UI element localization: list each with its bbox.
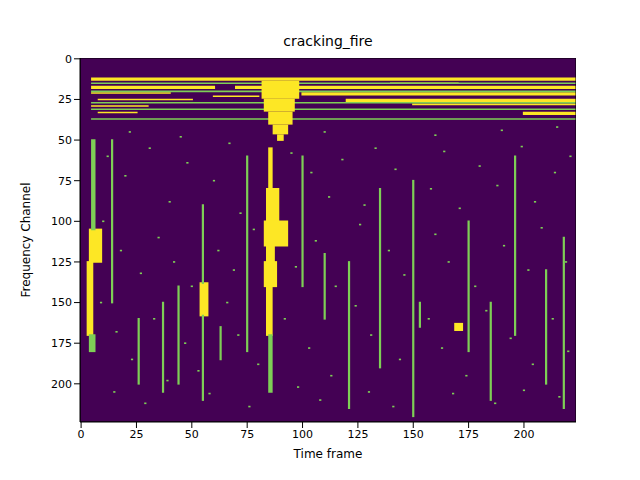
svg-text:125: 125 [347,428,368,441]
svg-text:150: 150 [51,296,72,309]
svg-text:50: 50 [58,134,72,147]
svg-text:200: 200 [513,428,534,441]
svg-text:75: 75 [240,428,254,441]
svg-text:Time frame: Time frame [293,447,363,461]
svg-text:100: 100 [51,215,72,228]
svg-text:150: 150 [403,428,424,441]
svg-text:100: 100 [292,428,313,441]
svg-text:25: 25 [129,428,143,441]
svg-text:175: 175 [458,428,479,441]
svg-text:25: 25 [58,93,72,106]
svg-text:125: 125 [51,256,72,269]
svg-text:200: 200 [51,378,72,391]
svg-text:175: 175 [51,337,72,350]
svg-text:50: 50 [185,428,199,441]
svg-text:75: 75 [58,175,72,188]
svg-text:Frequency Channel: Frequency Channel [19,182,33,297]
svg-text:0: 0 [78,428,85,441]
svg-text:0: 0 [65,53,72,66]
html-text:cracking_fire: cracking_fire [283,33,373,49]
